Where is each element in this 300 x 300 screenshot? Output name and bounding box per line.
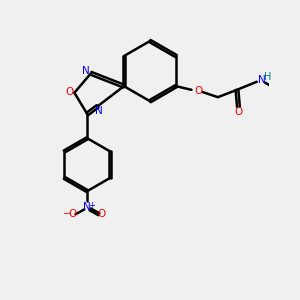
Text: O: O [98,209,106,219]
Text: O: O [234,107,243,117]
Text: N: N [82,66,90,76]
Text: O: O [195,85,203,96]
Text: O: O [65,87,74,98]
Text: H: H [264,72,272,82]
Text: N: N [83,202,91,212]
Text: +: + [88,200,95,209]
Text: N: N [258,75,266,85]
Text: N: N [95,106,103,116]
Text: O: O [68,209,77,219]
Text: −: − [63,209,71,219]
